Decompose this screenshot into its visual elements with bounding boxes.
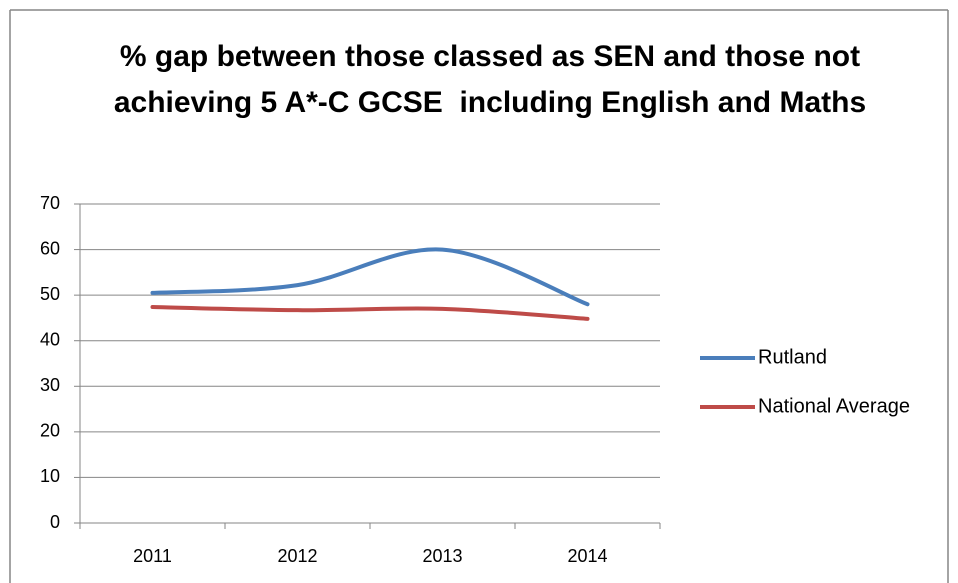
x-tick-label: 2013 [422,546,462,566]
y-tick-label: 20 [40,421,60,441]
y-tick-label: 50 [40,284,60,304]
series-line [150,304,590,321]
x-tick-label: 2014 [567,546,607,566]
y-tick-label: 30 [40,375,60,395]
y-tick-label: 70 [40,193,60,213]
y-tick-label: 0 [50,512,60,532]
chart-title: % gap between those classed as SEN and t… [113,40,869,119]
y-tick-label: 10 [40,466,60,486]
y-tick-label: 40 [40,329,60,349]
y-tick-label: 60 [40,238,60,258]
x-tick-label: 2011 [133,546,172,566]
series-line [150,247,590,307]
legend-label: National Average [758,395,910,417]
x-tick-label: 2012 [277,546,317,566]
legend-label: Rutland [758,346,827,368]
